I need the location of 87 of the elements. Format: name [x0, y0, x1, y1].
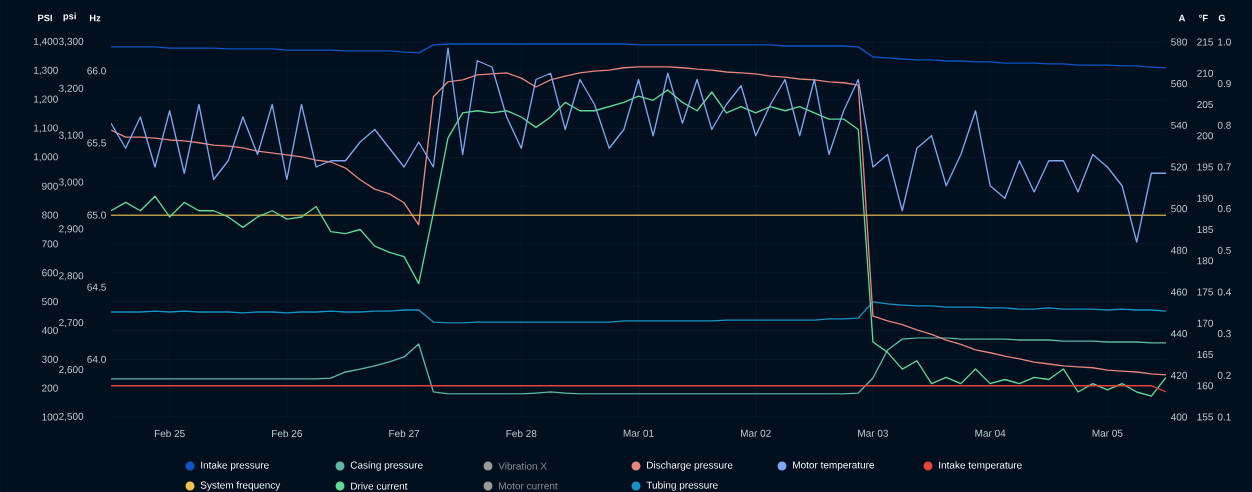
y3-tick-label: 0.9	[1217, 80, 1231, 88]
y2-tick-label: 195	[1197, 163, 1213, 171]
x-tick-label: Feb 27	[389, 429, 420, 438]
y3-tick-label: 0.5	[1217, 246, 1231, 254]
legend-label: Discharge pressure	[647, 461, 733, 471]
y2-tick-label: 175	[1197, 288, 1213, 296]
y-tick-label: 900	[42, 182, 58, 190]
y2-tick-label: 160	[1197, 382, 1213, 390]
y-tick-label: 400	[41, 326, 58, 334]
y-tick-label: 540	[1171, 121, 1187, 129]
y2-tick-label: 200	[1197, 132, 1213, 140]
x-tick-label: Mar 01	[623, 429, 654, 437]
y-tick-label: 1,400	[34, 37, 58, 47]
y2-tick-label: 3,300	[58, 37, 84, 47]
y-tick-label: 600	[42, 269, 58, 277]
y-tick-label: 500	[1171, 205, 1187, 213]
y-axis-title: A	[1178, 14, 1186, 22]
x-tick-label: Mar 03	[858, 429, 889, 437]
y3-tick-label: 0.7	[1217, 163, 1231, 171]
y-tick-label: 300	[42, 355, 58, 363]
y3-tick-label: 0.2	[1217, 371, 1231, 379]
y2-tick-label: 2,600	[59, 365, 84, 375]
legend-label: System frequency	[200, 481, 281, 491]
y3-tick-label: 0.8	[1217, 121, 1231, 129]
y2-tick-label: 2,900	[59, 225, 84, 234]
y3-tick-label: 65.5	[87, 139, 106, 147]
y-tick-label: 520	[1171, 163, 1187, 171]
x-tick-label: Mar 05	[1092, 429, 1123, 437]
y3-tick-label: 66.0	[87, 67, 106, 75]
y3-tick-label: 65.0	[87, 211, 106, 219]
line-series	[111, 47, 1166, 243]
y-tick-label: 420	[1170, 371, 1187, 379]
x-tick-label: Mar 02	[740, 429, 771, 437]
y3-tick-label: 64.5	[87, 283, 106, 291]
y-tick-label: 480	[1170, 246, 1187, 254]
legend-label: Motor temperature	[793, 461, 875, 471]
y-tick-label: 1,300	[34, 66, 58, 75]
y2-tick-label: 165	[1197, 350, 1213, 359]
y2-axis-title: °F	[1199, 14, 1208, 22]
y2-tick-label: 190	[1197, 194, 1213, 202]
legend-label: Casing pressure	[350, 461, 423, 471]
y2-tick-label: 185	[1197, 225, 1213, 234]
y3-axis-title: G	[1218, 14, 1226, 22]
y-axis-title: PSI	[38, 14, 52, 22]
legend-label: Drive current	[351, 482, 408, 490]
y2-axis-title: psi	[63, 12, 76, 22]
y3-tick-label: 0.6	[1217, 205, 1231, 213]
y2-tick-label: 3,000	[58, 178, 84, 187]
y-tick-label: 1,000	[34, 153, 58, 162]
y-tick-label: 580	[1171, 38, 1187, 46]
y2-tick-label: 180	[1197, 257, 1213, 265]
y2-tick-label: 3,100	[58, 131, 84, 140]
y3-axis-title: Hz	[89, 14, 101, 22]
y-tick-label: 700	[42, 240, 58, 248]
y2-tick-label: 215	[1197, 38, 1213, 46]
y2-tick-label: 205	[1197, 100, 1213, 109]
y-tick-label: 1,100	[34, 124, 58, 133]
y-tick-label: 100	[42, 413, 58, 421]
legend-label: Intake pressure	[201, 461, 269, 471]
y2-tick-label: 155	[1197, 413, 1213, 421]
y2-tick-label: 3,200	[58, 84, 84, 93]
y3-tick-label: 1.0	[1218, 38, 1231, 46]
y3-tick-label: 64.0	[87, 355, 106, 363]
legend-label: Intake temperature	[939, 461, 1022, 471]
y2-tick-label: 210	[1197, 69, 1213, 77]
y2-tick-label: 2,700	[59, 319, 84, 328]
y3-tick-label: 0.3	[1217, 330, 1231, 338]
x-tick-label: Mar 04	[975, 429, 1006, 437]
y-tick-label: 1,200	[34, 95, 58, 104]
y-tick-label: 460	[1170, 288, 1187, 296]
y-tick-label: 200	[42, 384, 58, 392]
x-tick-label: Feb 26	[272, 429, 302, 438]
y2-tick-label: 2,500	[59, 412, 84, 422]
y2-tick-label: 2,800	[59, 272, 84, 281]
legend-label: Tubing pressure	[646, 481, 718, 491]
y-tick-label: 440	[1170, 330, 1187, 338]
y-tick-label: 560	[1171, 80, 1187, 88]
x-tick-label: Feb 25	[154, 429, 185, 438]
y-tick-label: 800	[42, 211, 58, 219]
y-tick-label: 400	[1170, 413, 1187, 421]
legend-label: Vibration X	[498, 462, 547, 470]
y2-tick-label: 170	[1197, 319, 1213, 327]
y-tick-label: 500	[42, 298, 58, 306]
legend-label: Motor current	[499, 482, 558, 490]
x-tick-label: Feb 28	[506, 429, 537, 438]
y3-tick-label: 0.4	[1217, 288, 1231, 296]
y3-tick-label: 0.1	[1217, 413, 1231, 421]
